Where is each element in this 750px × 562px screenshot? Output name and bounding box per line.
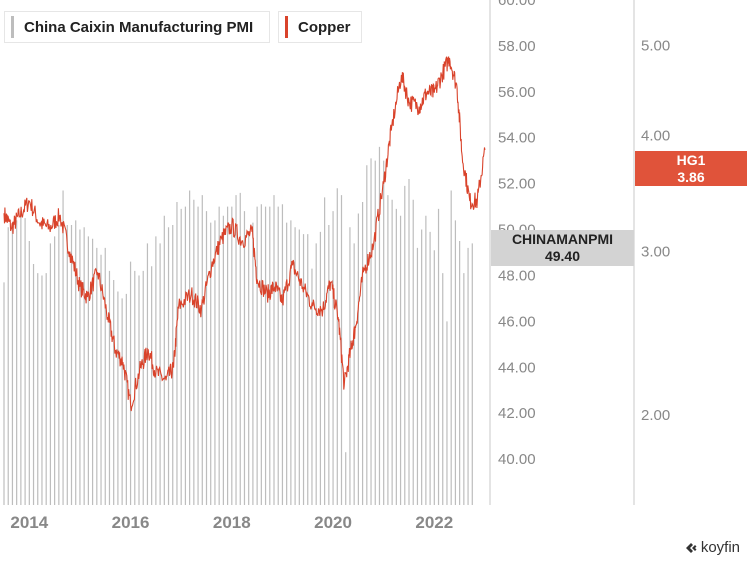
pmi-bar-series <box>3 146 473 505</box>
left-tick-label: 60.00 <box>498 0 536 9</box>
copper-badge-ticker: HG1 <box>676 152 706 168</box>
pmi-last-value-badge: CHINAMANPMI 49.40 <box>491 230 634 266</box>
legend-copper-label: Copper <box>298 18 351 36</box>
x-tick-label: 2020 <box>314 513 352 532</box>
legend-copper-swatch <box>285 16 288 38</box>
right-axis-ticks: 2.00 3.00 4.00 5.00 <box>641 38 670 424</box>
pmi-badge-ticker: CHINAMANPMI <box>511 231 614 247</box>
legend-pmi-label: China Caixin Manufacturing PMI <box>24 18 254 36</box>
left-tick-label: 56.00 <box>498 84 536 101</box>
legend-pmi-swatch <box>11 16 14 38</box>
left-tick-label: 58.00 <box>498 38 536 55</box>
x-tick-label: 2018 <box>213 513 251 532</box>
brand-name: koyfin <box>700 539 740 556</box>
left-tick-label: 54.00 <box>498 130 536 147</box>
copper-last-value-badge: HG1 3.86 <box>635 151 747 186</box>
right-tick-label: 3.00 <box>641 244 670 261</box>
koyfin-logo-icon <box>685 542 697 553</box>
copper-line <box>3 56 486 412</box>
right-tick-label: 5.00 <box>641 38 670 55</box>
left-tick-label: 44.00 <box>498 359 536 376</box>
left-tick-label: 46.00 <box>498 313 536 330</box>
legend-copper[interactable]: Copper <box>278 11 362 43</box>
pmi-badge-value: 49.40 <box>544 248 581 264</box>
koyfin-watermark: koyfin <box>684 539 740 556</box>
x-tick-label: 2016 <box>112 513 150 532</box>
x-tick-label: 2014 <box>10 513 48 532</box>
left-tick-label: 40.00 <box>498 451 536 468</box>
left-tick-label: 48.00 <box>498 267 536 284</box>
x-tick-label: 2022 <box>415 513 453 532</box>
right-tick-label: 2.00 <box>641 407 670 424</box>
x-axis-ticks: 2014 2016 2018 2020 2022 <box>10 513 453 532</box>
left-tick-label: 42.00 <box>498 405 536 422</box>
copper-badge-value: 3.86 <box>677 169 705 185</box>
right-tick-label: 4.00 <box>641 128 670 145</box>
left-tick-label: 52.00 <box>498 176 536 193</box>
legend-pmi[interactable]: China Caixin Manufacturing PMI <box>4 11 270 43</box>
